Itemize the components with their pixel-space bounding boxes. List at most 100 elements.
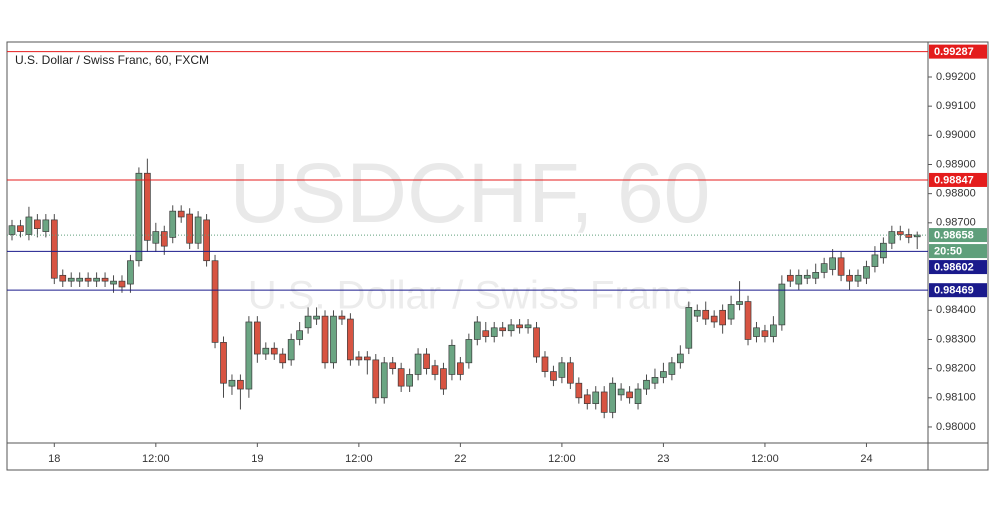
candle-body	[626, 391, 633, 399]
last-price-label: 0.98658	[934, 229, 974, 241]
watermark-subtitle: U.S. Dollar / Swiss Franc	[248, 274, 693, 318]
candle-body	[550, 371, 557, 381]
candle-body	[499, 327, 507, 332]
candle-body	[795, 274, 803, 285]
candle-body	[237, 379, 244, 390]
candle-body	[338, 315, 346, 320]
candle-body	[262, 347, 270, 355]
candle-body	[50, 219, 58, 279]
candle-body	[600, 391, 608, 413]
y-tick-label: 0.99200	[936, 71, 976, 83]
candle-body	[414, 353, 422, 375]
y-tick-label: 0.98000	[936, 421, 976, 433]
x-tick-label: 24	[860, 453, 872, 465]
candle-body	[389, 362, 397, 369]
candle-body	[685, 307, 693, 349]
candle-body	[372, 359, 380, 399]
level-label: 0.98602	[934, 261, 974, 273]
candle-body	[84, 277, 92, 282]
candle-body	[812, 272, 820, 279]
candle-body	[719, 309, 726, 326]
candle-body	[25, 216, 33, 235]
candle-body	[770, 324, 777, 337]
candle-body	[363, 356, 371, 361]
y-tick-label: 0.98100	[936, 392, 976, 404]
x-tick-label: 12:00	[345, 453, 373, 465]
candle-body	[643, 379, 650, 390]
candle-body	[668, 362, 676, 375]
level-label-bg	[929, 44, 987, 59]
candle-body	[406, 374, 413, 387]
candle-body	[609, 382, 617, 413]
level-label-bg	[929, 260, 987, 275]
candle-body	[710, 315, 718, 323]
candle-body	[34, 219, 41, 229]
candle-body	[380, 362, 388, 399]
candle-body	[440, 368, 447, 390]
candle-body	[846, 274, 853, 282]
candle-body	[211, 260, 219, 343]
candle-body	[482, 330, 490, 337]
candle-body	[457, 362, 464, 375]
candle-body	[228, 379, 236, 387]
candle-body	[465, 339, 473, 364]
candle-body	[490, 327, 498, 337]
candle-body	[634, 388, 642, 404]
candle-body	[144, 172, 151, 241]
chart-title: U.S. Dollar / Swiss Franc, 60, FXCM	[15, 53, 209, 67]
candle-body	[761, 330, 769, 337]
candle-body	[448, 344, 456, 375]
candle-body	[558, 362, 566, 378]
candle-body	[17, 225, 24, 232]
candle-body	[118, 280, 126, 288]
y-tick-label: 0.99000	[936, 129, 976, 141]
candle-body	[220, 342, 227, 384]
candle-body	[524, 324, 532, 329]
candle-body	[194, 216, 202, 244]
candle-body	[676, 353, 684, 364]
candle-body	[431, 365, 439, 375]
candle-body	[651, 377, 659, 384]
candle-body	[110, 280, 117, 285]
candle-body	[778, 283, 786, 326]
candle-body	[660, 371, 667, 378]
candle-body	[152, 231, 160, 244]
countdown-label-bg	[929, 244, 987, 259]
candle-body	[397, 368, 405, 387]
candle-body	[592, 391, 600, 404]
candle-body	[913, 234, 921, 238]
level-label: 0.99287	[934, 46, 974, 58]
x-tick-label: 18	[48, 453, 60, 465]
candle-body	[321, 315, 329, 364]
candle-body	[101, 277, 109, 282]
y-tick-label: 0.98400	[936, 304, 976, 316]
level-label-bg	[929, 172, 987, 187]
candle-body	[177, 210, 185, 218]
candle-body	[516, 324, 523, 329]
candle-body	[854, 274, 862, 282]
candle-body	[803, 274, 811, 279]
candle-body	[76, 277, 84, 282]
candle-body	[837, 257, 845, 276]
level-label: 0.98469	[934, 285, 974, 297]
frame	[6, 41, 989, 471]
candle-body	[304, 315, 312, 329]
candle-body	[253, 321, 261, 355]
candle-body	[880, 242, 887, 259]
candle-body	[169, 210, 177, 238]
candle-body	[541, 356, 549, 372]
candle-body	[820, 263, 828, 273]
candle-body	[245, 321, 253, 390]
candle-body	[287, 339, 295, 361]
x-tick-label: 12:00	[142, 453, 170, 465]
y-tick-label: 0.98900	[936, 158, 976, 170]
candle-body	[355, 356, 363, 361]
candle-body	[160, 231, 168, 247]
candle-body	[693, 309, 701, 317]
candle-body	[744, 301, 752, 340]
candle-body	[736, 301, 743, 305]
candle-body	[533, 327, 540, 358]
x-tick-label: 12:00	[751, 453, 779, 465]
candle-body	[583, 394, 591, 404]
